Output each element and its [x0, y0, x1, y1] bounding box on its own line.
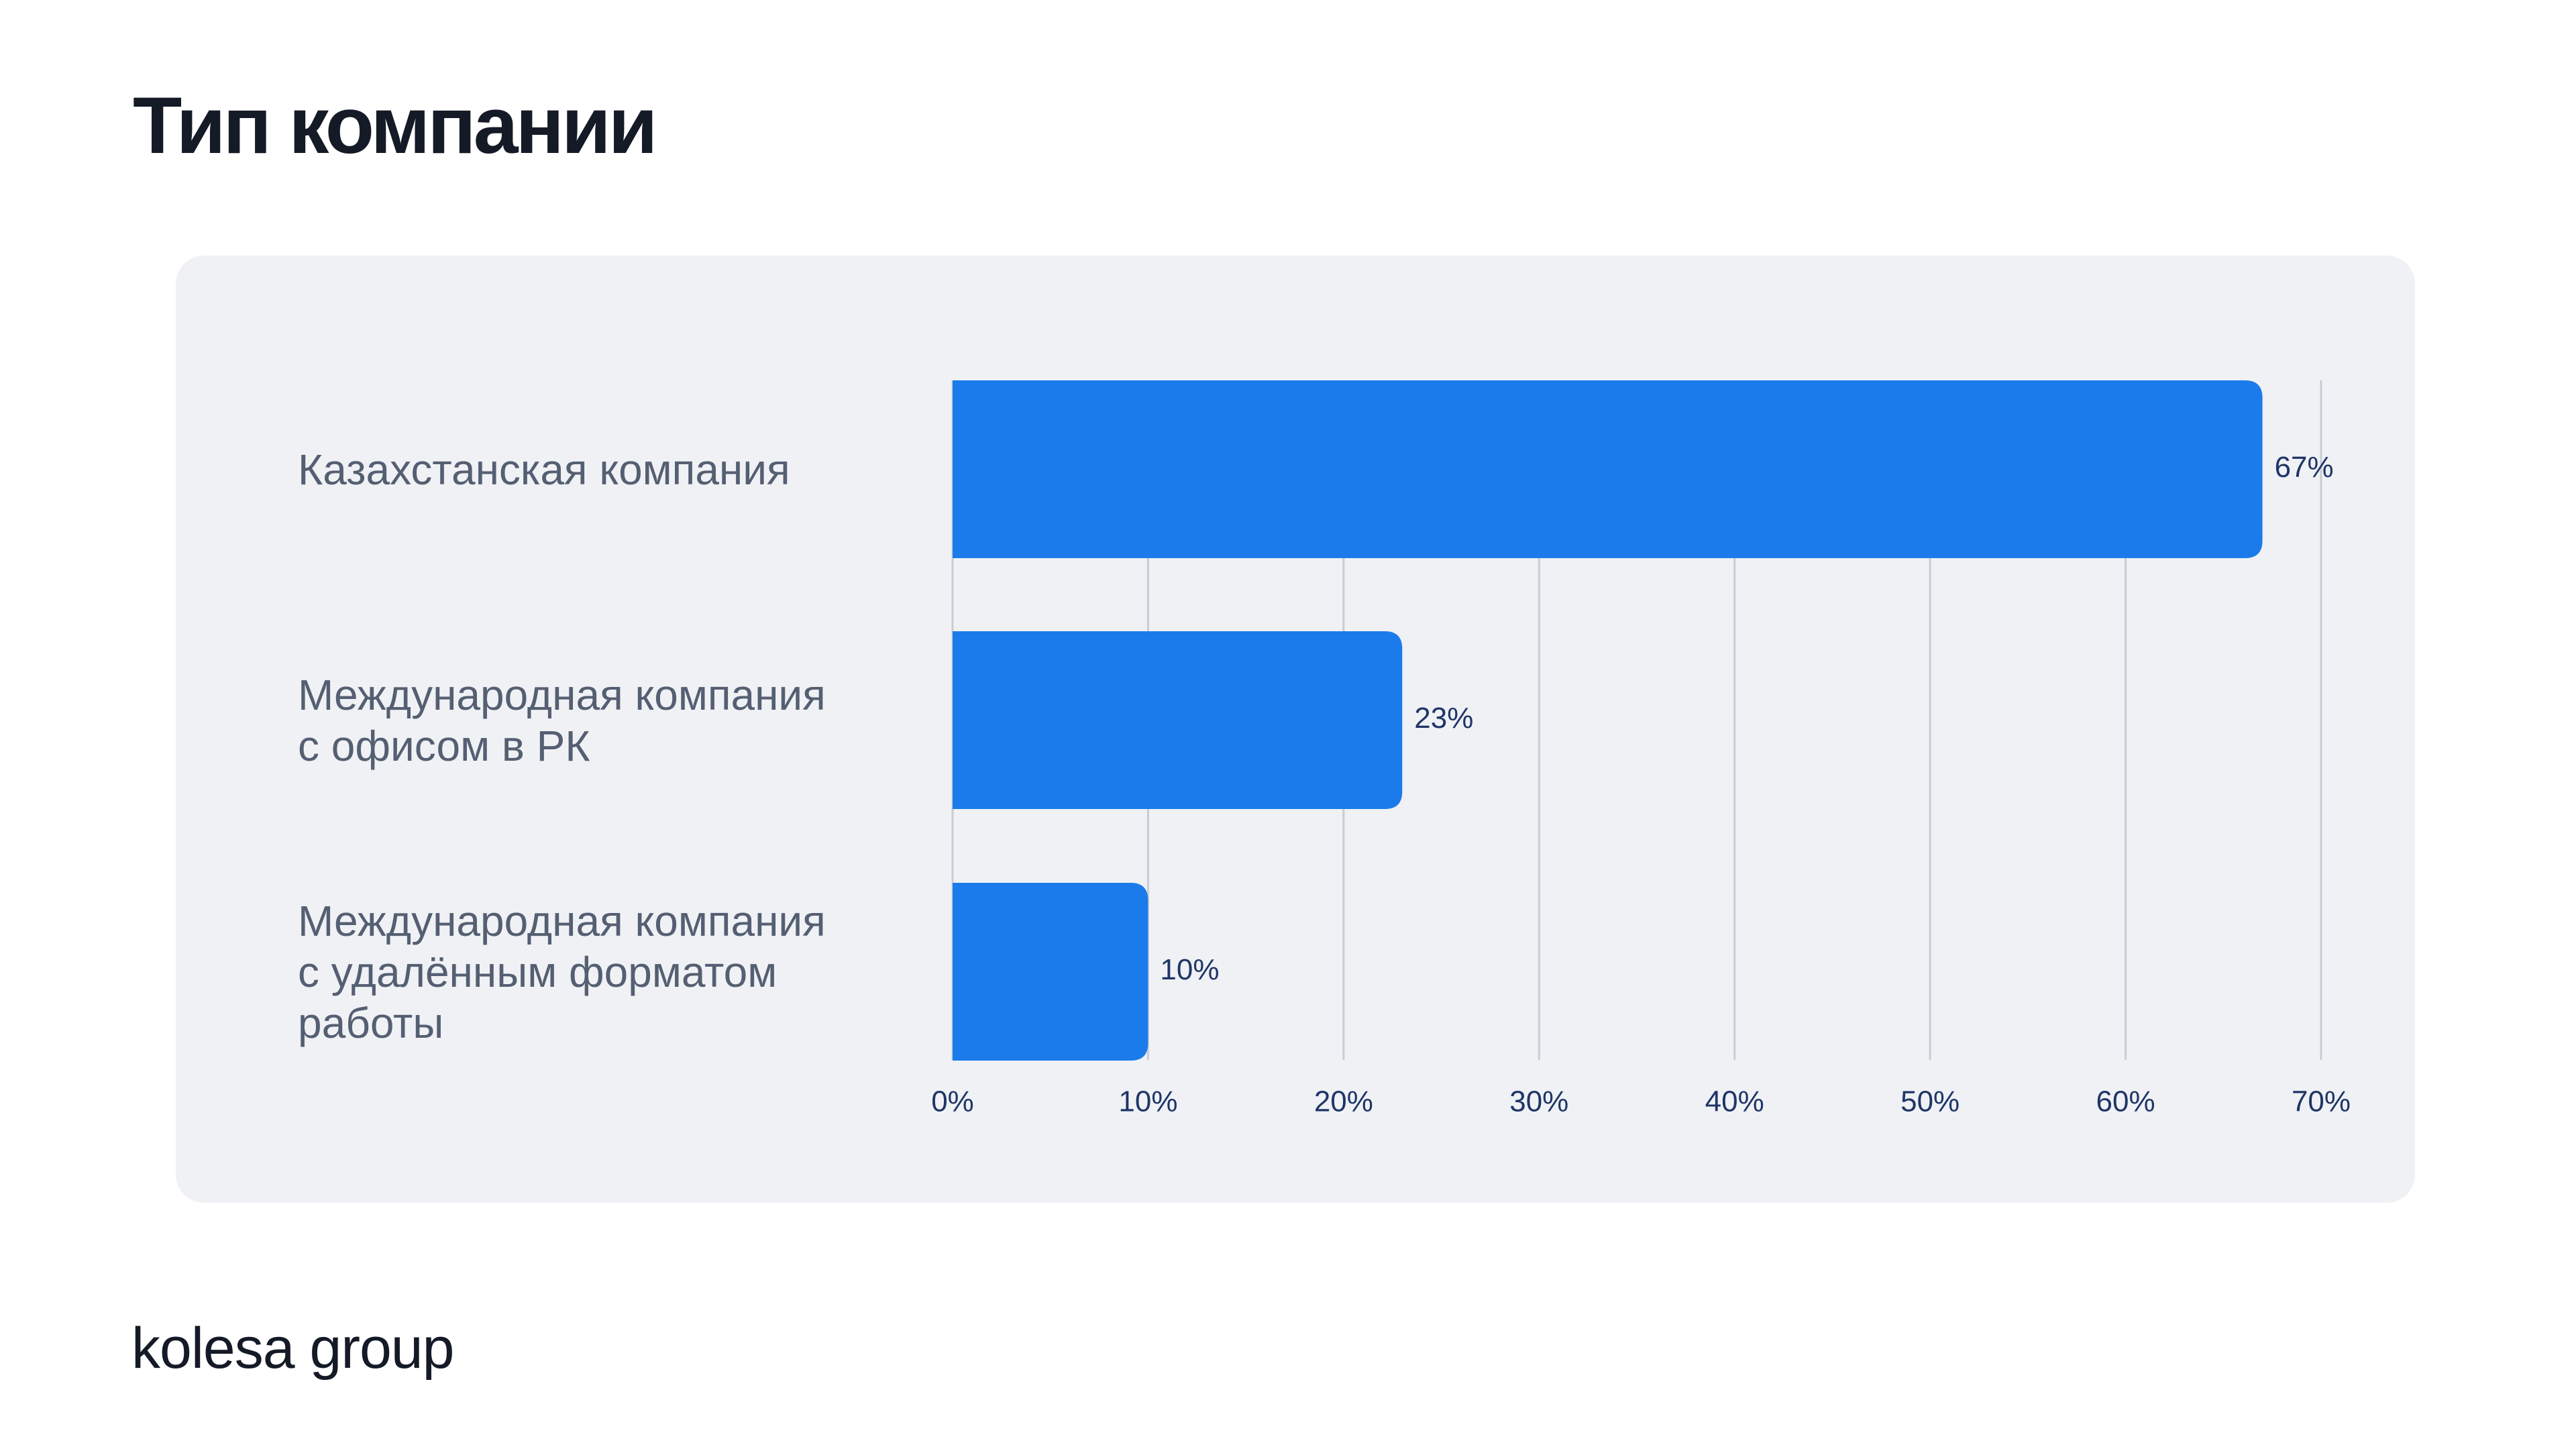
- x-tick-label: 50%: [1900, 1085, 1960, 1118]
- category-label: Казахстанская компания: [298, 445, 790, 494]
- x-tick-label: 40%: [1705, 1085, 1764, 1118]
- bar-value-label: 67%: [2275, 451, 2334, 484]
- category-label: Международная компания с удалённым форма…: [298, 896, 826, 1047]
- category-label: Международная компания с офисом в РК: [298, 670, 826, 770]
- x-tick-label: 10%: [1118, 1085, 1177, 1118]
- x-tick-label: 30%: [1509, 1085, 1568, 1118]
- kolesa-group-logo: kolesa group: [131, 1316, 454, 1381]
- x-tick-label: 20%: [1314, 1085, 1373, 1118]
- bar: [953, 631, 1403, 809]
- bar: [953, 883, 1148, 1061]
- bar-value-label: 23%: [1414, 702, 1473, 735]
- x-tick-label: 0%: [931, 1085, 974, 1118]
- x-tick-label: 60%: [2096, 1085, 2155, 1118]
- bar: [953, 380, 2263, 558]
- x-tick-label: 70%: [2292, 1085, 2351, 1118]
- page-title: Тип компании: [133, 80, 658, 170]
- bar-value-label: 10%: [1160, 953, 1219, 986]
